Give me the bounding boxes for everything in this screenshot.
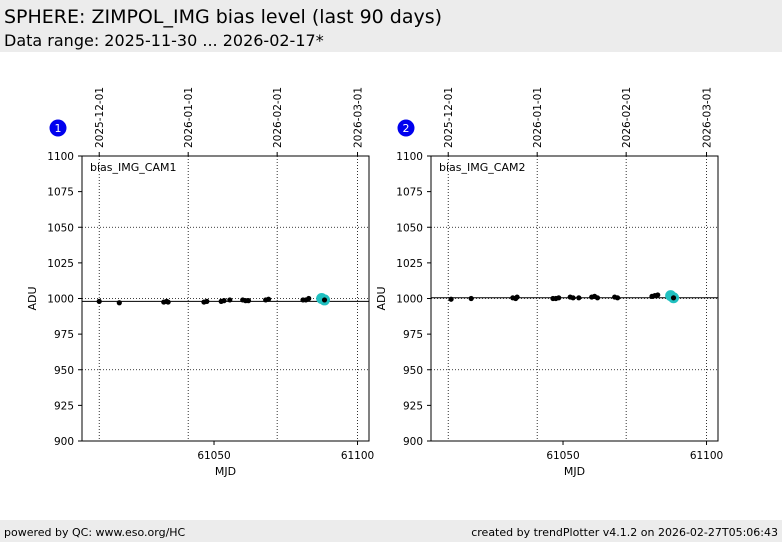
footer-powered-by: powered by QC: www.eso.org/HC bbox=[4, 526, 186, 539]
top-date-label: 2026-01-01 bbox=[532, 87, 544, 148]
chart-panel-2: 900 925 950 975 1000 1025 1050 1075 1100 61050 611… bbox=[375, 87, 723, 478]
y-axis-label: ADU bbox=[26, 286, 39, 310]
data-point bbox=[221, 298, 227, 304]
data-point bbox=[514, 294, 520, 300]
x-tick-label: 61100 bbox=[690, 450, 723, 462]
data-point bbox=[96, 298, 102, 304]
panel-badge bbox=[397, 119, 415, 137]
top-date-label: 2026-03-01 bbox=[353, 87, 365, 148]
y-tick-label: 1000 bbox=[47, 294, 74, 306]
top-date-label: 2025-12-01 bbox=[443, 87, 455, 148]
data-point bbox=[576, 295, 582, 301]
top-date-label: 2025-12-01 bbox=[94, 87, 106, 148]
y-tick-label: 1100 bbox=[396, 151, 423, 163]
panel-badge-number: 1 bbox=[55, 122, 62, 135]
y-tick-label: 900 bbox=[54, 436, 74, 448]
report-footer: powered by QC: www.eso.org/HC created by… bbox=[0, 520, 782, 542]
y-tick-label: 925 bbox=[54, 400, 74, 412]
y-tick-label: 975 bbox=[403, 329, 423, 341]
data-point bbox=[556, 295, 562, 301]
data-point bbox=[306, 295, 312, 302]
data-point bbox=[594, 295, 601, 301]
x-tick-label: 61050 bbox=[546, 450, 579, 462]
x-axis-label: MJD bbox=[215, 465, 236, 478]
data-point bbox=[670, 295, 677, 301]
top-date-label: 2026-02-01 bbox=[272, 87, 284, 148]
y-tick-label: 1025 bbox=[396, 258, 423, 270]
y-tick-label: 1075 bbox=[396, 187, 423, 199]
y-tick-label: 1075 bbox=[47, 187, 74, 199]
data-point bbox=[448, 296, 454, 302]
series-label: bias_IMG_CAM1 bbox=[90, 161, 176, 174]
top-date-label: 2026-01-01 bbox=[183, 87, 195, 148]
data-point bbox=[227, 297, 233, 303]
data-point bbox=[570, 295, 576, 301]
y-tick-label: 925 bbox=[403, 400, 423, 412]
data-point bbox=[245, 298, 252, 304]
data-point bbox=[204, 298, 210, 304]
chart-panel-1: 900 925 950 975 1000 1025 1050 1075 1100 61050 611… bbox=[26, 87, 374, 478]
x-axis-label: MJD bbox=[564, 465, 585, 478]
y-tick-label: 1100 bbox=[47, 151, 74, 163]
y-tick-label: 950 bbox=[54, 365, 74, 377]
x-tick-label: 61100 bbox=[341, 450, 374, 462]
data-point bbox=[265, 296, 272, 302]
data-point bbox=[468, 295, 474, 302]
page-title: SPHERE: ZIMPOL_IMG bias level (last 90 d… bbox=[4, 6, 443, 28]
y-tick-label: 950 bbox=[403, 365, 423, 377]
footer-created-by: created by trendPlotter v4.1.2 on 2026-0… bbox=[471, 526, 778, 539]
x-tick-label: 61050 bbox=[197, 450, 230, 462]
y-axis-label: ADU bbox=[375, 286, 388, 310]
data-point bbox=[321, 297, 328, 303]
data-point bbox=[614, 295, 621, 301]
report-header: SPHERE: ZIMPOL_IMG bias level (last 90 d… bbox=[0, 0, 782, 52]
y-tick-label: 975 bbox=[54, 329, 74, 341]
panel-badge bbox=[49, 119, 67, 137]
data-point bbox=[116, 300, 122, 306]
y-tick-label: 1000 bbox=[396, 294, 423, 306]
top-date-label: 2026-02-01 bbox=[621, 87, 633, 148]
y-tick-label: 1050 bbox=[396, 222, 423, 234]
top-date-label: 2026-03-01 bbox=[702, 87, 714, 148]
series-label: bias_IMG_CAM2 bbox=[439, 161, 525, 174]
y-tick-label: 1050 bbox=[47, 222, 74, 234]
y-tick-label: 900 bbox=[403, 436, 423, 448]
data-point bbox=[655, 292, 661, 298]
y-tick-label: 1025 bbox=[47, 258, 74, 270]
data-point bbox=[165, 299, 171, 305]
data-range-subtitle: Data range: 2025-11-30 ... 2026-02-17* bbox=[4, 31, 324, 50]
panel-badge-number: 2 bbox=[403, 122, 410, 135]
